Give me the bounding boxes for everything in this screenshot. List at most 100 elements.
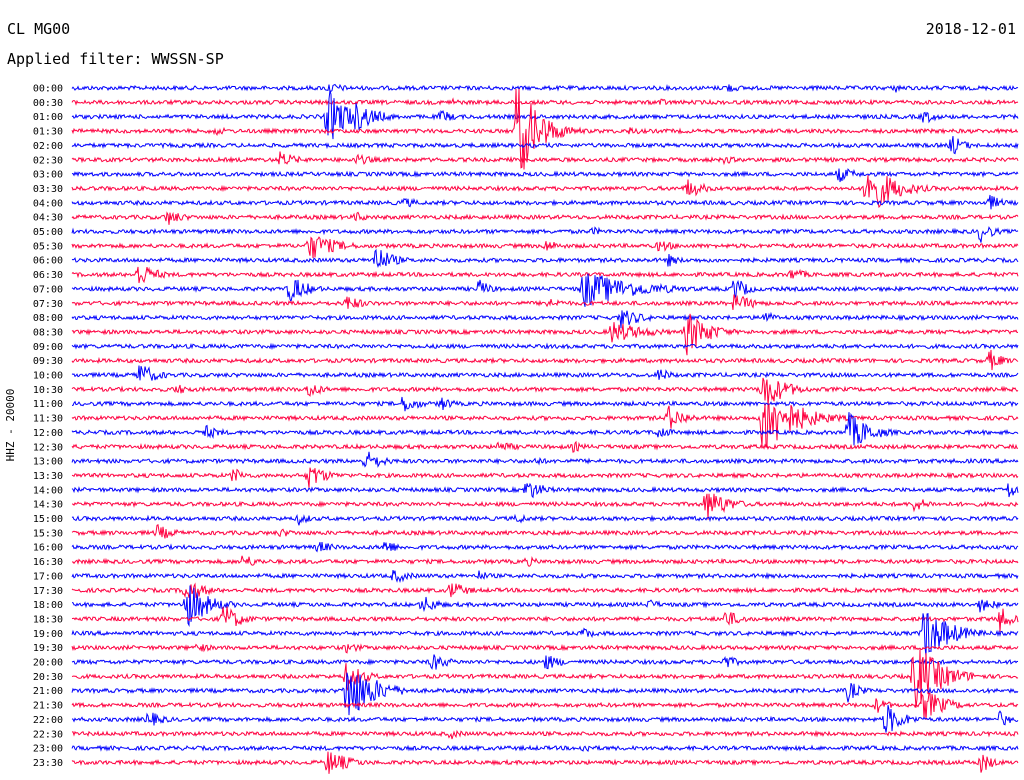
trace-row-0800 [71,310,1019,329]
trace-row-2200 [71,704,1019,733]
trace-row-0230 [71,151,1019,166]
row-label: 22:30 [33,729,63,740]
trace-row-1000 [71,365,1019,381]
trace-row-0130 [71,88,1019,170]
row-label: 03:00 [33,170,63,181]
trace-row-1530 [71,524,1019,539]
row-label: 17:00 [33,571,63,582]
trace-row-1100 [72,396,1019,412]
row-label: 07:30 [33,299,63,310]
row-label: 02:00 [33,141,63,152]
trace-row-0700 [71,273,1019,307]
trace-row-0330 [71,175,1019,209]
row-label-group: 00:00 00:30 01:00 01:30 02:00 02:30 03:00 03:30… [33,84,63,769]
trace-row-1430 [71,493,1019,520]
row-label: 12:30 [33,442,63,453]
trace-row-1700 [71,569,1019,584]
trace-row-1030 [71,377,1019,406]
trace-row-1330 [71,467,1019,488]
row-label: 21:30 [33,701,63,712]
trace-row-1230 [71,440,1018,453]
row-label: 09:30 [33,356,63,367]
trace-row-0430 [71,211,1019,225]
row-label: 12:00 [33,428,63,439]
trace-group [71,83,1019,774]
trace-row-0900 [71,342,1019,351]
trace-row-1400 [71,482,1019,499]
date-label: 2018-12-01 [925,20,1016,38]
trace-row-0100 [71,90,1019,140]
row-label: 11:00 [33,399,63,410]
row-label: 06:30 [33,270,63,281]
row-label: 23:30 [33,758,63,769]
trace-row-2330 [71,751,1019,774]
row-label: 01:00 [33,112,63,123]
trace-row-2300 [71,744,1019,752]
row-label: 08:30 [33,327,63,338]
trace-row-1730 [71,582,1019,599]
trace-row-1900 [71,613,1019,657]
row-label: 11:30 [33,414,63,425]
row-label: 04:30 [33,213,63,224]
station-title: CL MG00 [7,20,71,38]
trace-row-1800 [71,585,1019,627]
trace-row-1200 [71,412,1019,446]
row-label: 16:30 [33,557,63,568]
row-label: 16:00 [33,543,63,554]
row-label: 09:00 [33,342,63,353]
trace-row-2130 [71,692,1019,720]
row-label: 08:00 [33,313,63,324]
row-label: 07:00 [33,284,63,295]
row-label: 19:30 [33,643,63,654]
row-label: 05:00 [33,227,63,238]
trace-row-0630 [71,266,1019,284]
row-label: 13:00 [33,457,63,468]
trace-row-0200 [71,136,1019,155]
row-label: 20:30 [33,672,63,683]
row-label: 04:00 [33,198,63,209]
row-label: 15:30 [33,528,63,539]
trace-row-1130 [71,403,1019,449]
trace-row-1830 [71,606,1019,632]
row-label: 00:30 [33,98,63,109]
row-label: 06:00 [33,256,63,267]
trace-row-0300 [71,168,1019,183]
row-label: 15:00 [33,514,63,525]
trace-row-0730 [71,294,1019,310]
row-label: 03:30 [33,184,63,195]
y-axis-label: HHZ - 20000 [4,389,17,462]
trace-row-2230 [71,729,1019,740]
trace-row-1600 [71,542,1019,553]
row-label: 10:30 [33,385,63,396]
trace-row-1300 [71,451,1019,468]
trace-row-0000 [71,83,1019,93]
trace-row-1500 [71,513,1019,526]
row-label: 13:30 [33,471,63,482]
row-label: 18:30 [33,614,63,625]
trace-row-0500 [71,226,1019,243]
row-label: 19:00 [33,629,63,640]
trace-row-2100 [71,672,1019,716]
trace-row-0400 [71,194,1019,210]
trace-row-1630 [71,555,1019,567]
row-label: 05:30 [33,241,63,252]
row-label: 21:00 [33,686,63,697]
row-label: 14:30 [33,500,63,511]
row-label: 22:00 [33,715,63,726]
row-label: 02:30 [33,155,63,166]
trace-row-0530 [71,236,1019,259]
filter-label: Applied filter: WWSSN-SP [7,50,224,68]
row-label: 10:00 [33,371,63,382]
trace-row-2030 [71,649,1019,708]
row-label: 23:00 [33,744,63,755]
row-label: 18:00 [33,600,63,611]
trace-row-1930 [71,643,1019,654]
row-label: 00:00 [33,84,63,95]
row-label: 20:00 [33,658,63,669]
row-label: 01:30 [33,127,63,138]
trace-row-0600 [71,248,1019,268]
trace-row-2000 [71,654,1019,670]
trace-row-0030 [71,97,1019,106]
trace-row-0930 [71,349,1019,371]
